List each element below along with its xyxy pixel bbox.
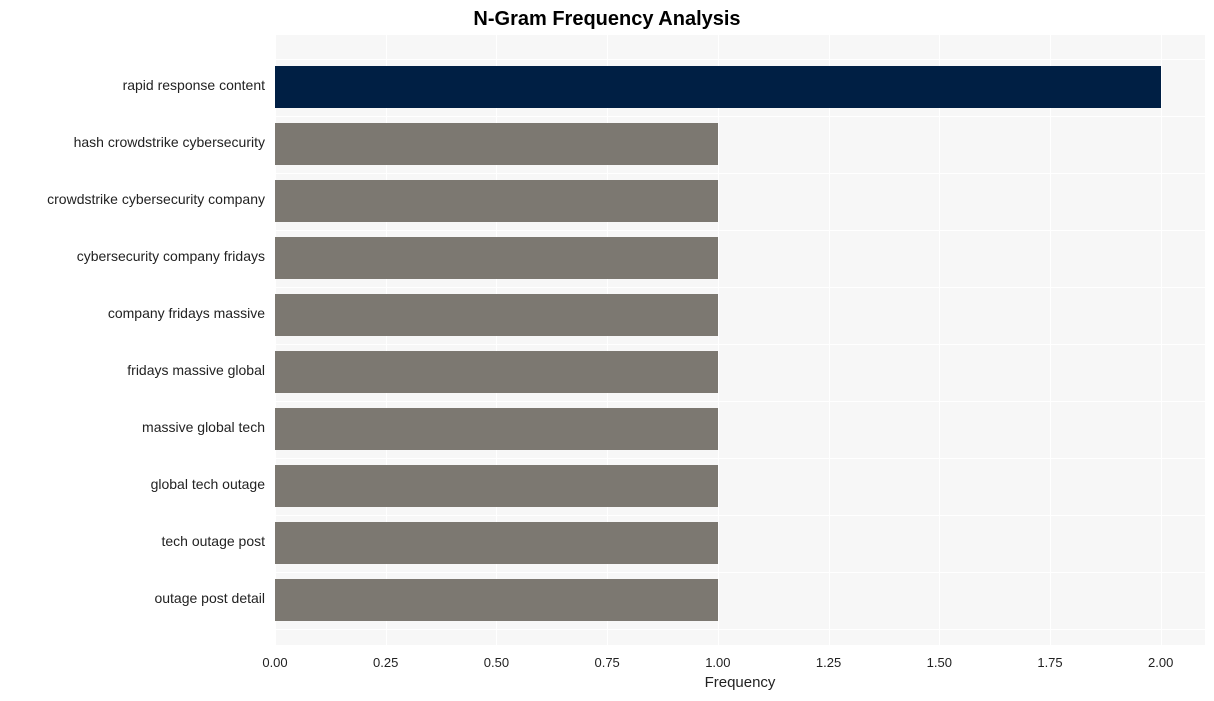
gridline-horizontal <box>275 230 1205 231</box>
bar-row <box>275 465 718 507</box>
bar-row <box>275 408 718 450</box>
bar-row <box>275 237 718 279</box>
x-tick-label: 1.75 <box>1037 655 1062 670</box>
gridline-horizontal <box>275 287 1205 288</box>
bar <box>275 465 718 507</box>
bar-row <box>275 180 718 222</box>
bar <box>275 66 1161 108</box>
gridline-vertical <box>1050 35 1051 645</box>
bar-row <box>275 123 718 165</box>
bar <box>275 579 718 621</box>
x-tick-label: 0.25 <box>373 655 398 670</box>
bar <box>275 123 718 165</box>
ngram-chart: N-Gram Frequency Analysis rapid response… <box>0 0 1214 701</box>
bar <box>275 237 718 279</box>
x-tick-label: 1.00 <box>705 655 730 670</box>
y-tick-label: rapid response content <box>0 77 265 93</box>
y-tick-label: company fridays massive <box>0 305 265 321</box>
gridline-vertical <box>829 35 830 645</box>
gridline-vertical <box>1161 35 1162 645</box>
bar <box>275 408 718 450</box>
y-tick-label: crowdstrike cybersecurity company <box>0 191 265 207</box>
chart-title: N-Gram Frequency Analysis <box>0 8 1214 31</box>
bar-row <box>275 579 718 621</box>
x-tick-label: 2.00 <box>1148 655 1173 670</box>
gridline-horizontal <box>275 116 1205 117</box>
bar-row <box>275 351 718 393</box>
gridline-vertical <box>939 35 940 645</box>
bar <box>275 351 718 393</box>
y-tick-label: fridays massive global <box>0 362 265 378</box>
gridline-horizontal <box>275 173 1205 174</box>
gridline-horizontal <box>275 401 1205 402</box>
x-tick-label: 0.00 <box>262 655 287 670</box>
x-axis-ticks: 0.000.250.500.751.001.251.501.752.00 <box>275 655 1205 675</box>
gridline-horizontal <box>275 629 1205 630</box>
gridline-horizontal <box>275 344 1205 345</box>
x-tick-label: 0.50 <box>484 655 509 670</box>
gridline-horizontal <box>275 572 1205 573</box>
bar-row <box>275 294 718 336</box>
bar <box>275 522 718 564</box>
x-tick-label: 1.50 <box>927 655 952 670</box>
y-tick-label: massive global tech <box>0 419 265 435</box>
bar <box>275 294 718 336</box>
y-tick-label: cybersecurity company fridays <box>0 248 265 264</box>
gridline-vertical <box>718 35 719 645</box>
x-tick-label: 1.25 <box>816 655 841 670</box>
y-axis-labels: rapid response content hash crowdstrike c… <box>0 35 270 645</box>
bar-row <box>275 522 718 564</box>
plot-area <box>275 35 1205 645</box>
y-tick-label: global tech outage <box>0 476 265 492</box>
bar <box>275 180 718 222</box>
y-tick-label: hash crowdstrike cybersecurity <box>0 134 265 150</box>
gridline-horizontal <box>275 458 1205 459</box>
gridline-horizontal <box>275 515 1205 516</box>
x-tick-label: 0.75 <box>594 655 619 670</box>
y-tick-label: tech outage post <box>0 533 265 549</box>
x-axis-label: Frequency <box>275 674 1205 691</box>
y-tick-label: outage post detail <box>0 590 265 606</box>
bar-row <box>275 66 1161 108</box>
gridline-horizontal <box>275 59 1205 60</box>
